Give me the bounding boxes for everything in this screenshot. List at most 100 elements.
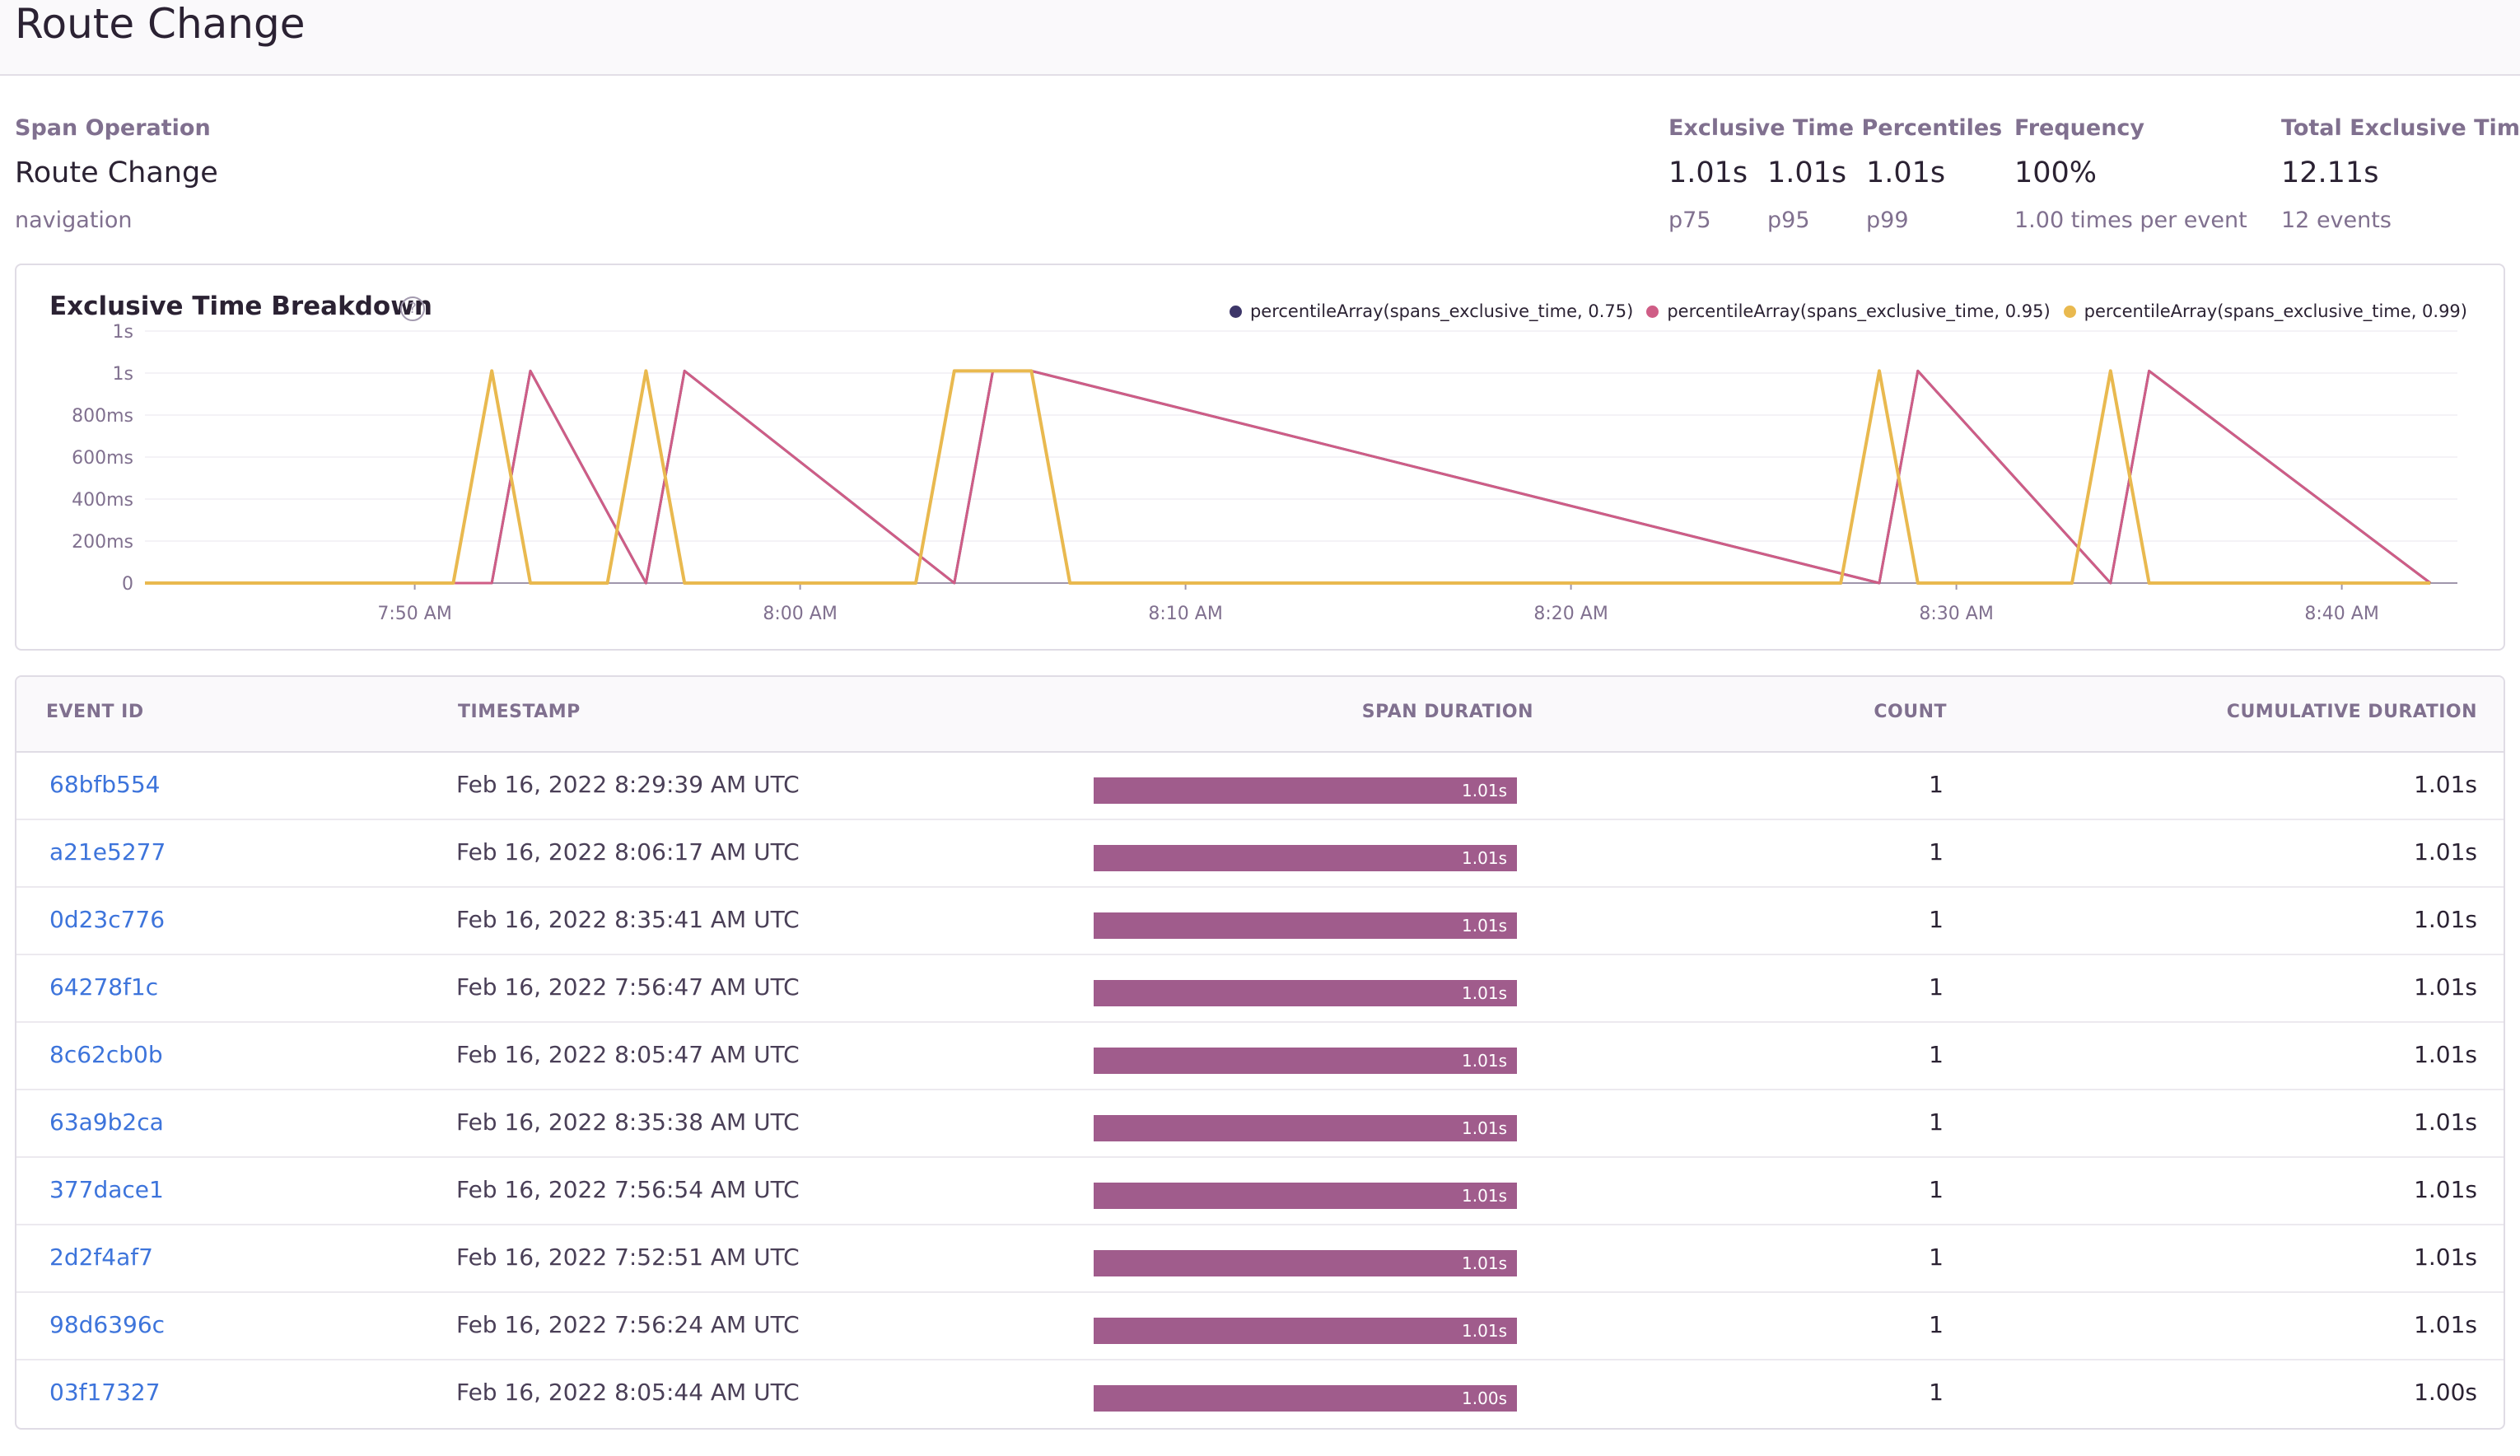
x-axis-ticks: 7:50 AM 8:00 AM 8:10 AM 8:20 AM 8:30 AM 8:40 …: [377, 583, 2379, 624]
span-duration-track: 1.01s: [1094, 1318, 1517, 1344]
event-id-link[interactable]: 64278f1c: [49, 973, 159, 1001]
timestamp-cell: Feb 16, 2022 8:35:38 AM UTC: [456, 1108, 800, 1136]
table-row: 0d23c776 Feb 16, 2022 8:35:41 AM UTC 1.01s…: [16, 886, 2504, 955]
p75-label: p75: [1668, 208, 1711, 233]
chart-series: [145, 369, 2432, 585]
timestamp-cell: Feb 16, 2022 8:35:41 AM UTC: [456, 906, 800, 933]
x-tick-label: 8:30 AM: [1919, 604, 1993, 624]
span-duration-bar: 1.01s: [1094, 1318, 1517, 1344]
table-row: 8c62cb0b Feb 16, 2022 8:05:47 AM UTC 1.01s…: [16, 1021, 2504, 1090]
timestamp-cell: Feb 16, 2022 8:06:17 AM UTC: [456, 838, 800, 866]
count-cell: 1: [1929, 1176, 1944, 1203]
legend-item-p95[interactable]: percentileArray(spans_exclusive_time, 0.…: [1646, 301, 2051, 321]
x-tick-label: 7:50 AM: [377, 604, 451, 624]
table-header: EVENT ID TIMESTAMP SPAN DURATION COUNT C…: [16, 677, 2504, 753]
span-duration-bar: 1.01s: [1094, 1183, 1517, 1209]
timestamp-cell: Feb 16, 2022 7:56:54 AM UTC: [456, 1176, 800, 1203]
count-cell: 1: [1929, 1041, 1944, 1068]
y-tick-label: 1s: [113, 364, 133, 385]
legend-label-p75: percentileArray(spans_exclusive_time, 0.…: [1249, 301, 1634, 321]
x-tick-label: 8:40 AM: [2304, 604, 2378, 624]
span-duration-bar: 1.00s: [1094, 1385, 1517, 1412]
cumulative-duration-cell: 1.00s: [2414, 1379, 2477, 1406]
x-tick-label: 8:20 AM: [1533, 604, 1608, 624]
event-id-link[interactable]: 8c62cb0b: [49, 1041, 163, 1068]
legend-item-p99[interactable]: percentileArray(spans_exclusive_time, 0.…: [2063, 301, 2467, 321]
table-row: a21e5277 Feb 16, 2022 8:06:17 AM UTC 1.01s…: [16, 819, 2504, 888]
header-cumulative-duration[interactable]: CUMULATIVE DURATION: [2226, 702, 2477, 722]
x-tick-label: 8:10 AM: [1148, 604, 1222, 624]
legend-label-p95: percentileArray(spans_exclusive_time, 0.…: [1667, 301, 2051, 321]
legend-item-p75[interactable]: percentileArray(spans_exclusive_time, 0.…: [1229, 301, 1634, 321]
event-id-link[interactable]: 68bfb554: [49, 771, 161, 798]
span-duration-track: 1.01s: [1094, 980, 1517, 1006]
count-cell: 1: [1929, 1108, 1944, 1136]
event-id-link[interactable]: 0d23c776: [49, 906, 166, 933]
span-duration-bar: 1.01s: [1094, 1115, 1517, 1141]
question-circle-icon[interactable]: ?: [400, 296, 425, 321]
header-event-id[interactable]: EVENT ID: [46, 702, 144, 722]
span-operation-sub: navigation: [15, 208, 133, 233]
event-id-link[interactable]: 03f17327: [49, 1379, 161, 1406]
total-exclusive-value: 12.11s: [2281, 156, 2379, 189]
timestamp-cell: Feb 16, 2022 8:29:39 AM UTC: [456, 771, 800, 798]
events-table: EVENT ID TIMESTAMP SPAN DURATION COUNT C…: [15, 675, 2505, 1430]
header-span-duration[interactable]: SPAN DURATION: [1361, 702, 1533, 722]
span-duration-track: 1.01s: [1094, 1183, 1517, 1209]
span-duration-bar: 1.01s: [1094, 845, 1517, 871]
chart-title: Exclusive Time Breakdown: [49, 292, 432, 321]
p95-label: p95: [1767, 208, 1810, 233]
chart-plot[interactable]: 0 200ms 400ms 600ms 800ms 1s 1s 7:50 AM 8:00 AM…: [16, 265, 2504, 649]
event-id-link[interactable]: a21e5277: [49, 838, 166, 866]
series-line-p95: [145, 369, 2432, 585]
header-timestamp[interactable]: TIMESTAMP: [458, 702, 581, 722]
count-cell: 1: [1929, 1244, 1944, 1271]
legend-label-p99: percentileArray(spans_exclusive_time, 0.…: [2084, 301, 2467, 321]
legend-dot-p75: [1229, 305, 1242, 318]
span-duration-track: 1.01s: [1094, 845, 1517, 871]
table-row: 03f17327 Feb 16, 2022 8:05:44 AM UTC 1.00s…: [16, 1359, 2504, 1426]
span-duration-track: 1.01s: [1094, 1115, 1517, 1141]
series-line-p99: [145, 369, 2431, 585]
page-header: Route Change: [0, 0, 2520, 76]
cumulative-duration-cell: 1.01s: [2414, 1108, 2477, 1136]
span-duration-bar: 1.01s: [1094, 777, 1517, 804]
count-cell: 1: [1929, 1379, 1944, 1406]
cumulative-duration-cell: 1.01s: [2414, 838, 2477, 866]
event-id-link[interactable]: 63a9b2ca: [49, 1108, 164, 1136]
p99-value: 1.01s: [1866, 156, 1946, 189]
y-tick-label: 200ms: [72, 532, 133, 553]
table-row: 63a9b2ca Feb 16, 2022 8:35:38 AM UTC 1.01s…: [16, 1089, 2504, 1158]
count-cell: 1: [1929, 906, 1944, 933]
timestamp-cell: Feb 16, 2022 7:56:24 AM UTC: [456, 1311, 800, 1338]
cumulative-duration-cell: 1.01s: [2414, 973, 2477, 1001]
span-duration-track: 1.00s: [1094, 1385, 1517, 1412]
count-cell: 1: [1929, 771, 1944, 798]
event-id-link[interactable]: 2d2f4af7: [49, 1244, 153, 1271]
cumulative-duration-cell: 1.01s: [2414, 1244, 2477, 1271]
percentiles-label: Exclusive Time Percentiles: [1668, 115, 2003, 141]
event-id-link[interactable]: 98d6396c: [49, 1311, 166, 1338]
y-tick-label: 800ms: [72, 406, 133, 427]
chart-gridlines: [145, 330, 2457, 584]
table-row: 68bfb554 Feb 16, 2022 8:29:39 AM UTC 1.01s…: [16, 751, 2504, 820]
cumulative-duration-cell: 1.01s: [2414, 1176, 2477, 1203]
legend-dot-p95: [1646, 305, 1659, 318]
span-duration-bar: 1.01s: [1094, 1250, 1517, 1276]
span-duration-track: 1.01s: [1094, 1250, 1517, 1276]
frequency-sub: 1.00 times per event: [2014, 208, 2247, 233]
timestamp-cell: Feb 16, 2022 8:05:44 AM UTC: [456, 1379, 800, 1406]
event-id-link[interactable]: 377dace1: [49, 1176, 164, 1203]
table-row: 2d2f4af7 Feb 16, 2022 7:52:51 AM UTC 1.01s…: [16, 1224, 2504, 1293]
y-tick-label: 400ms: [72, 490, 133, 511]
frequency-value: 100%: [2014, 156, 2098, 189]
count-cell: 1: [1929, 973, 1944, 1001]
timestamp-cell: Feb 16, 2022 8:05:47 AM UTC: [456, 1041, 800, 1068]
span-duration-bar: 1.01s: [1094, 1048, 1517, 1074]
span-duration-bar: 1.01s: [1094, 980, 1517, 1006]
header-count[interactable]: COUNT: [1874, 702, 1947, 722]
span-duration-track: 1.01s: [1094, 912, 1517, 939]
span-duration-bar: 1.01s: [1094, 912, 1517, 939]
span-duration-track: 1.01s: [1094, 777, 1517, 804]
y-tick-label: 1s: [113, 322, 133, 343]
